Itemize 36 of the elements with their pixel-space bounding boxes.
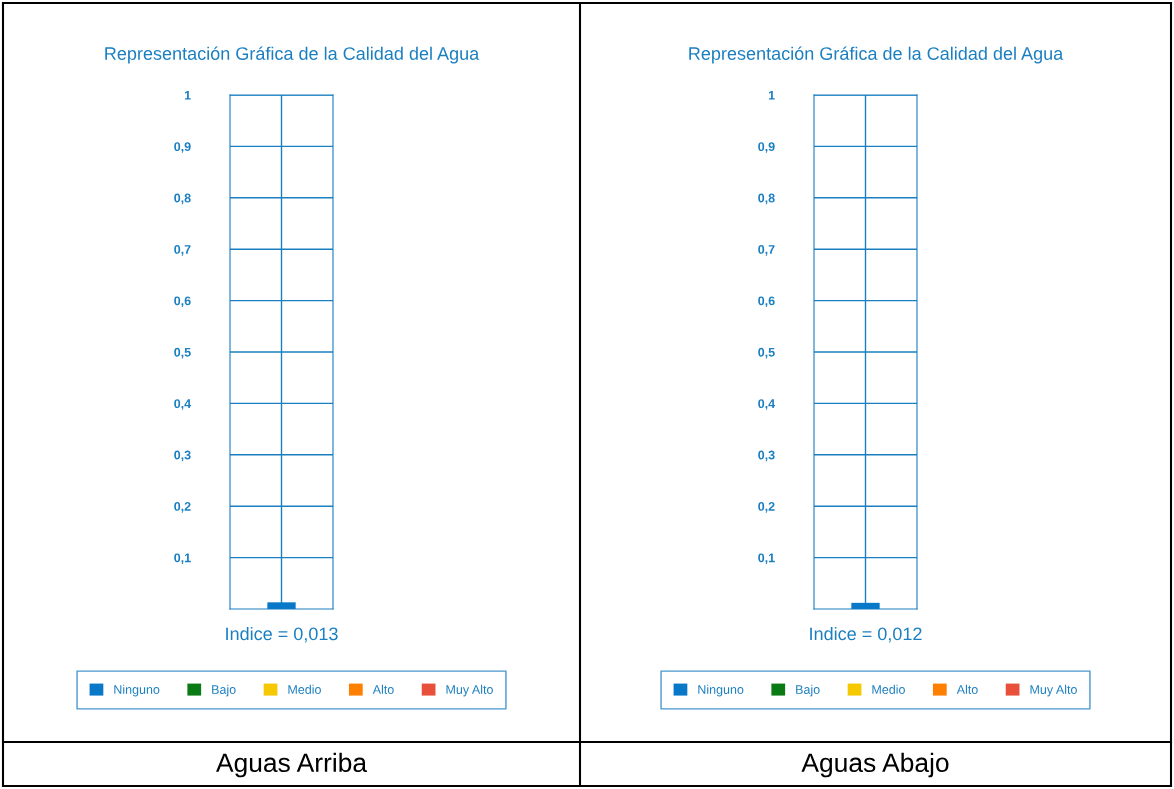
legend-label: Ninguno — [114, 684, 160, 697]
legend-label: Alto — [372, 684, 394, 694]
y-tick-label: 0,9 — [174, 142, 191, 153]
chart-title: Representación Gráfica de la Calidad del Agua — [105, 46, 480, 64]
legend-label: Bajo — [212, 684, 236, 697]
data-label: Indice = 0,012 — [810, 626, 922, 643]
text: Aguas Abajo — [801, 752, 949, 778]
chart-title: Representación Gráfica de la Calidad del Agua — [689, 46, 1064, 64]
y-tick-label: 0,9 — [758, 142, 775, 153]
y-tick-label: 0,1 — [758, 553, 775, 565]
y-tick-label: 0,4 — [758, 399, 776, 410]
legend-label: Ninguno — [698, 684, 744, 697]
y-tick-label: 0,2 — [758, 502, 775, 513]
y-tick-label: 0,3 — [174, 450, 191, 462]
legend-label: Alto — [956, 684, 978, 694]
y-tick-label: 1 — [184, 90, 191, 100]
legend-label: Medio — [872, 684, 905, 694]
y-tick-label: 1 — [768, 90, 775, 100]
y-tick-label: 0,4 — [174, 399, 192, 410]
y-tick-label: 0,3 — [758, 450, 775, 462]
y-tick-label: 0,2 — [174, 502, 191, 513]
y-tick-label: 0,7 — [174, 245, 191, 256]
text: Aguas Arriba — [216, 752, 368, 778]
y-tick-label: 0,6 — [758, 296, 775, 308]
data-label: Indice = 0,013 — [226, 626, 338, 643]
legend-label: Muy Alto — [446, 684, 493, 697]
legend-label: Muy Alto — [1030, 684, 1077, 697]
y-tick-label: 0,7 — [758, 245, 775, 256]
legend-label: Medio — [288, 684, 321, 694]
y-tick-label: 0,5 — [174, 347, 191, 359]
y-tick-label: 0,6 — [174, 296, 191, 308]
y-tick-label: 0,8 — [758, 193, 775, 205]
y-tick-label: 0,1 — [174, 553, 191, 565]
y-tick-label: 0,8 — [174, 193, 191, 205]
legend-label: Bajo — [796, 684, 820, 697]
y-tick-label: 0,5 — [758, 347, 775, 359]
